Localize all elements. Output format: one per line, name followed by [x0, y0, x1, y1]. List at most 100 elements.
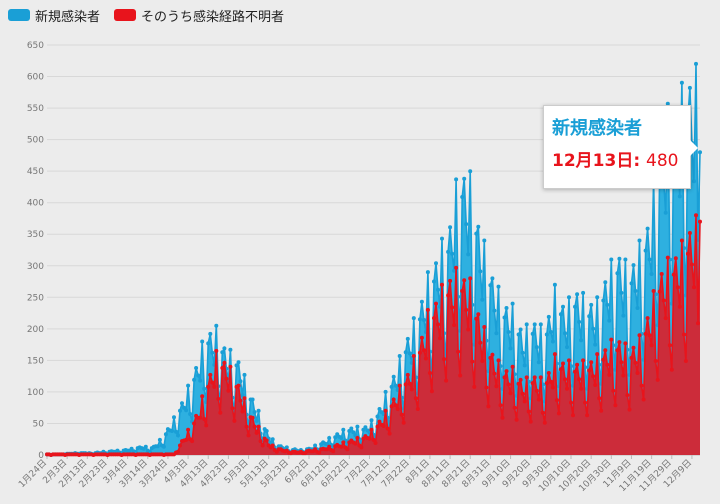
- data-point[interactable]: [333, 435, 338, 440]
- data-point[interactable]: [561, 361, 565, 366]
- data-point[interactable]: [633, 360, 638, 365]
- data-point[interactable]: [621, 373, 626, 378]
- data-point[interactable]: [228, 347, 233, 352]
- data-point[interactable]: [524, 375, 529, 380]
- data-point[interactable]: [200, 394, 205, 399]
- data-point[interactable]: [627, 407, 632, 412]
- data-point[interactable]: [581, 358, 586, 363]
- data-point[interactable]: [599, 408, 604, 413]
- data-point[interactable]: [202, 386, 207, 391]
- data-point[interactable]: [260, 443, 265, 448]
- data-point[interactable]: [432, 316, 436, 321]
- data-point[interactable]: [387, 431, 392, 436]
- data-point[interactable]: [583, 400, 588, 405]
- data-point[interactable]: [544, 332, 549, 337]
- data-point[interactable]: [397, 354, 402, 358]
- data-point[interactable]: [643, 248, 648, 253]
- data-point[interactable]: [585, 413, 590, 418]
- data-point[interactable]: [417, 317, 422, 322]
- data-point[interactable]: [633, 289, 638, 293]
- data-point[interactable]: [180, 401, 184, 406]
- data-point[interactable]: [534, 345, 539, 350]
- data-point[interactable]: [415, 407, 420, 411]
- data-point[interactable]: [694, 213, 698, 218]
- data-point[interactable]: [482, 325, 487, 329]
- data-point[interactable]: [222, 346, 227, 351]
- data-point[interactable]: [637, 333, 642, 338]
- data-point[interactable]: [411, 354, 416, 358]
- data-point[interactable]: [462, 278, 467, 283]
- data-point[interactable]: [458, 373, 463, 378]
- data-point[interactable]: [178, 443, 182, 448]
- data-point[interactable]: [216, 396, 221, 401]
- data-point[interactable]: [421, 348, 426, 353]
- data-point[interactable]: [522, 399, 527, 404]
- data-point[interactable]: [230, 406, 235, 411]
- data-point[interactable]: [470, 359, 475, 364]
- data-point[interactable]: [369, 427, 374, 432]
- data-point[interactable]: [518, 327, 523, 332]
- data-point[interactable]: [339, 436, 344, 440]
- data-point[interactable]: [454, 177, 459, 182]
- data-point[interactable]: [609, 337, 614, 342]
- data-point[interactable]: [456, 349, 461, 354]
- data-point[interactable]: [448, 278, 453, 283]
- data-point[interactable]: [270, 437, 275, 442]
- data-point[interactable]: [157, 437, 162, 442]
- data-point[interactable]: [192, 377, 197, 382]
- data-point[interactable]: [615, 271, 620, 276]
- data-point[interactable]: [429, 389, 434, 394]
- data-point[interactable]: [407, 381, 412, 386]
- data-point[interactable]: [454, 265, 459, 270]
- data-point[interactable]: [425, 307, 430, 312]
- data-point[interactable]: [478, 269, 483, 274]
- data-point[interactable]: [516, 332, 521, 337]
- data-point[interactable]: [264, 438, 269, 443]
- data-point[interactable]: [621, 313, 626, 318]
- data-point[interactable]: [645, 226, 650, 231]
- data-point[interactable]: [184, 408, 189, 413]
- data-point[interactable]: [490, 276, 495, 281]
- data-point[interactable]: [516, 381, 521, 386]
- data-point[interactable]: [363, 425, 368, 430]
- data-point[interactable]: [313, 443, 318, 448]
- data-point[interactable]: [643, 331, 648, 336]
- data-point[interactable]: [389, 384, 394, 389]
- data-point[interactable]: [389, 404, 394, 409]
- data-point[interactable]: [258, 439, 263, 444]
- data-point[interactable]: [558, 312, 563, 317]
- data-point[interactable]: [605, 302, 610, 307]
- data-point[interactable]: [623, 257, 628, 262]
- data-point[interactable]: [184, 437, 189, 442]
- data-point[interactable]: [552, 282, 557, 287]
- data-point[interactable]: [548, 330, 553, 334]
- data-point[interactable]: [689, 262, 694, 267]
- data-point[interactable]: [204, 423, 209, 428]
- data-point[interactable]: [685, 251, 690, 256]
- data-point[interactable]: [619, 290, 624, 295]
- data-point[interactable]: [548, 379, 553, 384]
- data-point[interactable]: [228, 364, 233, 369]
- data-point[interactable]: [595, 352, 600, 357]
- data-point[interactable]: [452, 323, 457, 328]
- data-point[interactable]: [210, 350, 215, 355]
- data-point[interactable]: [641, 397, 646, 402]
- data-point[interactable]: [558, 367, 563, 372]
- data-point[interactable]: [565, 345, 569, 350]
- data-point[interactable]: [421, 318, 426, 322]
- data-point[interactable]: [186, 383, 191, 388]
- data-point[interactable]: [675, 285, 680, 290]
- data-point[interactable]: [696, 321, 700, 326]
- data-point[interactable]: [593, 342, 598, 347]
- data-point[interactable]: [579, 338, 584, 343]
- data-point[interactable]: [369, 418, 374, 423]
- data-point[interactable]: [476, 224, 481, 229]
- data-point[interactable]: [669, 367, 674, 372]
- data-point[interactable]: [202, 417, 207, 421]
- data-point[interactable]: [468, 169, 473, 174]
- data-point[interactable]: [425, 270, 430, 275]
- data-point[interactable]: [355, 424, 360, 429]
- data-point[interactable]: [589, 360, 594, 365]
- data-point[interactable]: [649, 272, 654, 276]
- data-point[interactable]: [514, 417, 519, 422]
